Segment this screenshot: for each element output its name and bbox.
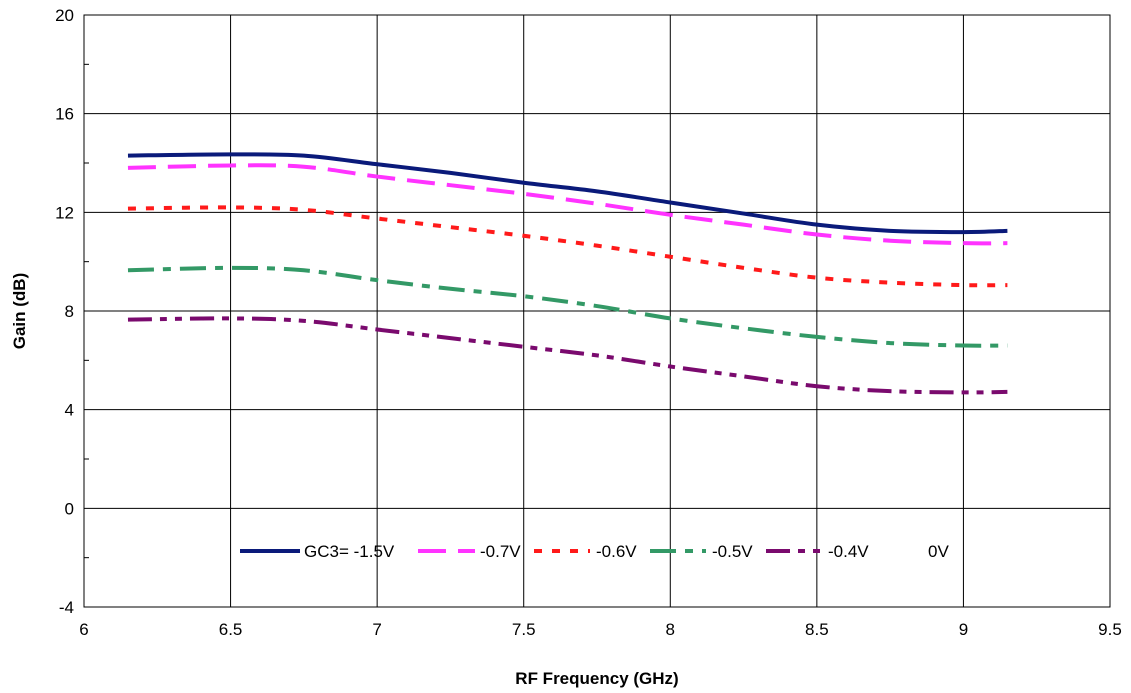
x-tick-label: 6.5 bbox=[219, 620, 243, 639]
y-tick-label: 20 bbox=[55, 6, 74, 25]
legend-label-2: -0.7V bbox=[480, 542, 521, 561]
legend-label-6: 0V bbox=[928, 542, 949, 561]
series-line-3 bbox=[127, 205, 1008, 288]
series-lines bbox=[127, 152, 1008, 395]
grid bbox=[83, 14, 1111, 608]
legend: GC3= -1.5V -0.7V -0.6V -0.5V -0.4V 0V bbox=[240, 542, 949, 561]
y-axis-title: Gain (dB) bbox=[10, 273, 29, 350]
x-tick-labels: 6 6.5 7 7.5 8 8.5 9 9.5 bbox=[79, 620, 1122, 639]
legend-label-3: -0.6V bbox=[596, 542, 637, 561]
x-tick-label: 9.5 bbox=[1098, 620, 1122, 639]
minor-ticks bbox=[84, 63, 89, 559]
y-tick-label: 4 bbox=[65, 401, 74, 420]
plot-border bbox=[83, 14, 1111, 608]
series-line-4 bbox=[127, 265, 1008, 348]
series-line-5 bbox=[127, 316, 1008, 395]
x-tick-label: 7 bbox=[372, 620, 381, 639]
legend-label-4: -0.5V bbox=[712, 542, 753, 561]
x-tick-label: 8.5 bbox=[805, 620, 829, 639]
y-tick-label: 8 bbox=[65, 302, 74, 321]
y-tick-labels: -4 0 4 8 12 16 20 bbox=[55, 6, 74, 617]
legend-label-1: GC3= -1.5V bbox=[304, 542, 395, 561]
y-tick-label: 12 bbox=[55, 203, 74, 222]
x-tick-label: 8 bbox=[666, 620, 675, 639]
y-tick-label: 16 bbox=[55, 105, 74, 124]
legend-label-5: -0.4V bbox=[828, 542, 869, 561]
x-axis-title: RF Frequency (GHz) bbox=[515, 669, 678, 688]
series-line-1 bbox=[127, 152, 1008, 235]
x-tick-label: 7.5 bbox=[512, 620, 536, 639]
x-tick-label: 9 bbox=[959, 620, 968, 639]
x-tick-label: 6 bbox=[79, 620, 88, 639]
y-tick-label: 0 bbox=[65, 499, 74, 518]
y-tick-label: -4 bbox=[59, 598, 74, 617]
series-line-2 bbox=[127, 163, 1008, 246]
